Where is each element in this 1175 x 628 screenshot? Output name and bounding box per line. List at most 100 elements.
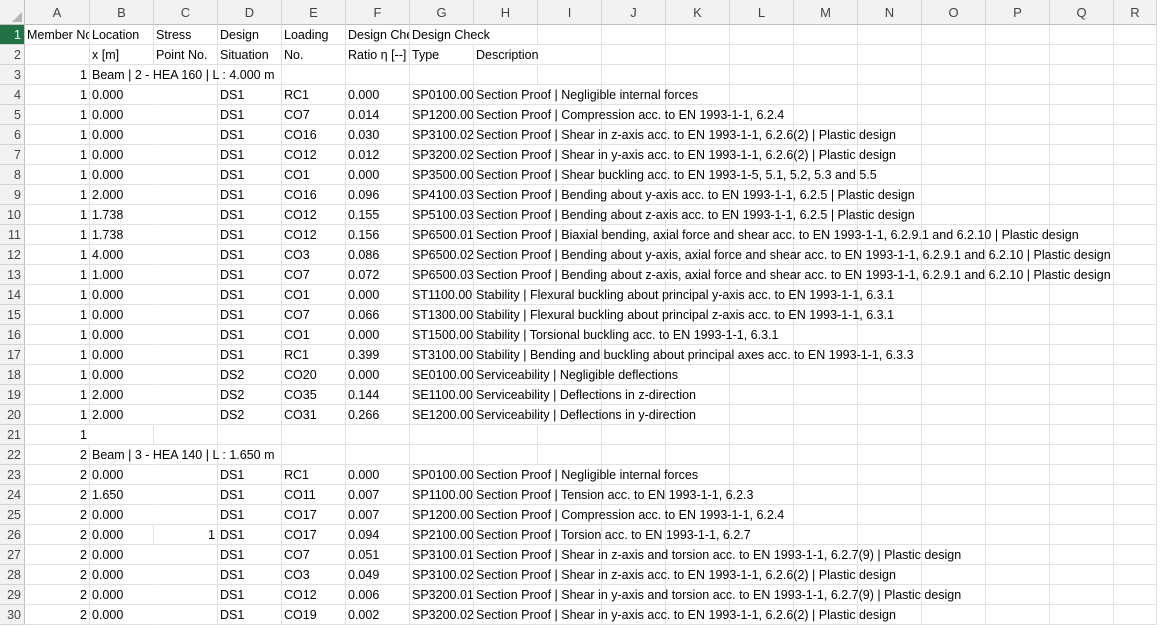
cell-j23[interactable]	[602, 465, 666, 485]
cell-q5[interactable]	[1050, 105, 1114, 125]
cell-m6[interactable]	[794, 125, 858, 145]
cell-g1[interactable]: Design Check	[410, 25, 490, 45]
row-header-27[interactable]: 27	[0, 545, 25, 565]
cell-f9[interactable]: 0.096	[346, 185, 410, 205]
cell-a20[interactable]: 1	[25, 405, 90, 425]
cell-a7[interactable]: 1	[25, 145, 90, 165]
cell-d10[interactable]: DS1	[218, 205, 282, 225]
cell-i8[interactable]	[538, 165, 602, 185]
cell-b25[interactable]: 0.000	[90, 505, 154, 525]
cell-d8[interactable]: DS1	[218, 165, 282, 185]
cell-r17[interactable]	[1114, 345, 1157, 365]
cell-a24[interactable]: 2	[25, 485, 90, 505]
cell-o11[interactable]	[922, 225, 986, 245]
cell-j19[interactable]	[602, 385, 666, 405]
cell-l4[interactable]	[730, 85, 794, 105]
cell-d3[interactable]	[218, 65, 282, 85]
cell-i24[interactable]	[538, 485, 602, 505]
cell-k18[interactable]	[666, 365, 730, 385]
cell-i7[interactable]	[538, 145, 602, 165]
cell-h8[interactable]: Section Proof | Shear buckling acc. to E…	[474, 165, 877, 185]
cell-b11[interactable]: 1.738	[90, 225, 154, 245]
cell-j6[interactable]	[602, 125, 666, 145]
row-header-11[interactable]: 11	[0, 225, 25, 245]
row-header-29[interactable]: 29	[0, 585, 25, 605]
cell-r24[interactable]	[1114, 485, 1157, 505]
cell-c7[interactable]	[154, 145, 218, 165]
row-header-30[interactable]: 30	[0, 605, 25, 625]
cell-g6[interactable]: SP3100.02	[410, 125, 474, 145]
cell-n23[interactable]	[858, 465, 922, 485]
cell-g23[interactable]: SP0100.00	[410, 465, 474, 485]
cell-l6[interactable]	[730, 125, 794, 145]
cell-a22[interactable]: 2	[25, 445, 90, 465]
cell-j3[interactable]	[602, 65, 666, 85]
cell-i23[interactable]	[538, 465, 602, 485]
cell-i17[interactable]	[538, 345, 602, 365]
cell-q18[interactable]	[1050, 365, 1114, 385]
cell-b14[interactable]: 0.000	[90, 285, 154, 305]
cell-o4[interactable]	[922, 85, 986, 105]
cell-q30[interactable]	[1050, 605, 1114, 625]
cell-d28[interactable]: DS1	[218, 565, 282, 585]
cell-m7[interactable]	[794, 145, 858, 165]
cell-e15[interactable]: CO7	[282, 305, 346, 325]
cell-l25[interactable]	[730, 505, 794, 525]
cell-i11[interactable]	[538, 225, 602, 245]
cell-o22[interactable]	[922, 445, 986, 465]
cell-k14[interactable]	[666, 285, 730, 305]
cell-j30[interactable]	[602, 605, 666, 625]
cell-o16[interactable]	[922, 325, 986, 345]
cell-i14[interactable]	[538, 285, 602, 305]
cell-n12[interactable]	[858, 245, 922, 265]
cell-h5[interactable]: Section Proof | Compression acc. to EN 1…	[474, 105, 784, 125]
cell-h10[interactable]: Section Proof | Bending about z-axis acc…	[474, 205, 915, 225]
cell-m1[interactable]	[794, 25, 858, 45]
cell-n22[interactable]	[858, 445, 922, 465]
cell-p15[interactable]	[986, 305, 1050, 325]
cell-g30[interactable]: SP3200.02	[410, 605, 474, 625]
cell-f21[interactable]	[346, 425, 410, 445]
cell-r23[interactable]	[1114, 465, 1157, 485]
cell-i9[interactable]	[538, 185, 602, 205]
cell-p16[interactable]	[986, 325, 1050, 345]
cell-r11[interactable]	[1114, 225, 1157, 245]
cell-a27[interactable]: 2	[25, 545, 90, 565]
cell-g26[interactable]: SP2100.00	[410, 525, 474, 545]
cell-a29[interactable]: 2	[25, 585, 90, 605]
row-header-6[interactable]: 6	[0, 125, 25, 145]
column-header-l[interactable]: L	[730, 0, 794, 25]
cell-c5[interactable]	[154, 105, 218, 125]
cell-f4[interactable]: 0.000	[346, 85, 410, 105]
cell-f8[interactable]: 0.000	[346, 165, 410, 185]
cell-c21[interactable]	[154, 425, 218, 445]
column-header-a[interactable]: A	[25, 0, 90, 25]
cell-r10[interactable]	[1114, 205, 1157, 225]
cell-d30[interactable]: DS1	[218, 605, 282, 625]
cell-l24[interactable]	[730, 485, 794, 505]
cell-d15[interactable]: DS1	[218, 305, 282, 325]
cell-h14[interactable]: Stability | Flexural buckling about prin…	[474, 285, 894, 305]
cell-o30[interactable]	[922, 605, 986, 625]
cell-r13[interactable]	[1114, 265, 1157, 285]
cell-j1[interactable]	[602, 25, 666, 45]
cell-e27[interactable]: CO7	[282, 545, 346, 565]
cell-h6[interactable]: Section Proof | Shear in z-axis acc. to …	[474, 125, 896, 145]
cell-e6[interactable]: CO16	[282, 125, 346, 145]
cell-e7[interactable]: CO12	[282, 145, 346, 165]
cell-r12[interactable]	[1114, 245, 1157, 265]
cell-f1[interactable]: Design Check	[346, 25, 410, 45]
cell-r28[interactable]	[1114, 565, 1157, 585]
cell-k4[interactable]	[666, 85, 730, 105]
cell-k19[interactable]	[666, 385, 730, 405]
cell-b15[interactable]: 0.000	[90, 305, 154, 325]
cell-b26[interactable]: 0.000	[90, 525, 154, 545]
cell-d19[interactable]: DS2	[218, 385, 282, 405]
cell-o8[interactable]	[922, 165, 986, 185]
cell-f3[interactable]	[346, 65, 410, 85]
cell-h17[interactable]: Stability | Bending and buckling about p…	[474, 345, 914, 365]
cell-g10[interactable]: SP5100.03	[410, 205, 474, 225]
cell-q15[interactable]	[1050, 305, 1114, 325]
cell-j28[interactable]	[602, 565, 666, 585]
cell-h19[interactable]: Serviceability | Deflections in z-direct…	[474, 385, 696, 405]
